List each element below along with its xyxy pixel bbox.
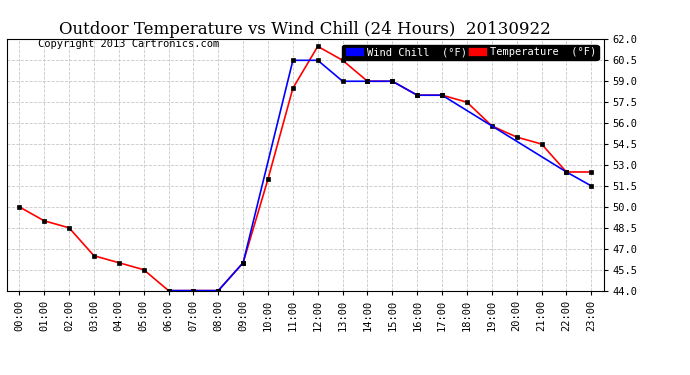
Legend: Wind Chill  (°F), Temperature  (°F): Wind Chill (°F), Temperature (°F): [342, 45, 598, 60]
Text: Copyright 2013 Cartronics.com: Copyright 2013 Cartronics.com: [38, 39, 219, 50]
Title: Outdoor Temperature vs Wind Chill (24 Hours)  20130922: Outdoor Temperature vs Wind Chill (24 Ho…: [59, 21, 551, 38]
